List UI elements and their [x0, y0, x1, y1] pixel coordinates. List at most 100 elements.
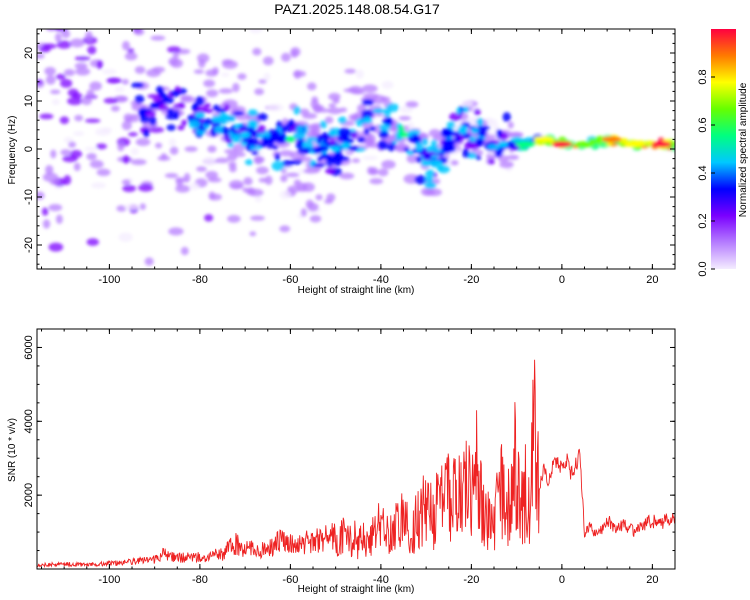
spectrogram-blob	[221, 72, 230, 77]
spectrogram-y-tick-label: 10	[23, 95, 35, 107]
spectrogram-blob	[84, 118, 101, 123]
spectrogram-ridge-blob	[369, 126, 377, 132]
spectrogram-blob	[249, 231, 257, 237]
spectrogram-blob	[361, 84, 378, 93]
spectrogram-blob	[232, 82, 240, 93]
snr-series-line	[37, 359, 675, 569]
spectrogram-ridge-blob	[442, 129, 452, 138]
spectrogram-blob	[405, 101, 419, 108]
spectrogram-ridge-blob	[496, 129, 502, 137]
spectrogram-ridge-blob	[487, 143, 501, 151]
spectrogram-blob	[293, 69, 302, 79]
spectrogram-blob	[228, 179, 244, 190]
spectrogram-blob	[74, 62, 88, 70]
spectrogram-peak	[285, 136, 296, 143]
spectrogram-blob	[38, 7, 52, 17]
spectrogram-blob	[196, 166, 207, 172]
spectrogram-ridge-blob	[329, 139, 337, 145]
spectrogram-blob	[89, 14, 101, 23]
spectrogram-ridge-blob	[463, 142, 475, 149]
spectrogram-peak	[651, 141, 672, 148]
spectrogram-ridge-blob	[173, 103, 181, 108]
spectrogram-blob	[152, 66, 166, 73]
spectrogram-ridge-blob	[508, 145, 517, 150]
spectrogram-blob	[407, 121, 415, 131]
spectrogram-ridge-blob	[247, 109, 259, 117]
spectrogram-blob	[85, 31, 93, 41]
snr-y-tick-label: 2000	[23, 483, 35, 507]
spectrogram-blob	[127, 48, 135, 54]
spectrogram-ridge-blob	[475, 125, 488, 136]
spectrogram-blob	[432, 134, 446, 142]
spectrogram-ridge-blob	[134, 94, 145, 104]
spectrogram-blob	[110, 105, 120, 112]
spectrogram-blob	[362, 155, 378, 161]
spectrogram-ridge-blob	[336, 133, 348, 142]
spectrogram-blob	[348, 85, 363, 94]
spectrogram-blob	[461, 100, 474, 107]
snr-x-tick-label: 20	[646, 574, 658, 586]
spectrogram-blob	[122, 40, 130, 51]
spectrogram-blob	[215, 157, 230, 164]
spectrogram-blob	[144, 257, 154, 266]
spectrogram-blob	[198, 58, 206, 68]
spectrogram-ridge-blob	[273, 128, 279, 136]
snr-y-ticks: 2000 4000 6000	[23, 328, 675, 570]
snr-x-tick-label: -80	[192, 574, 208, 586]
spectrogram-blob	[42, 172, 59, 182]
spectrogram-blob	[290, 47, 301, 57]
spectrogram-blob	[218, 88, 233, 94]
spectrogram-blob	[91, 182, 106, 189]
spectrogram-blob	[135, 138, 151, 147]
spectrogram-blob	[55, 214, 63, 224]
spectrogram-ridge-blob	[192, 102, 198, 112]
spectrogram-blob	[37, 53, 45, 59]
spectrogram-blob	[84, 146, 98, 152]
spectrogram-blob	[86, 238, 100, 246]
spectrogram-y-tick-label: 0	[23, 146, 35, 152]
spectrogram-y-tick-label: -10	[23, 189, 35, 205]
spectrogram-ridge-blob	[426, 145, 434, 153]
spectrogram-blob	[307, 82, 317, 91]
spectrogram-ridge-blob	[312, 163, 326, 168]
spectrogram-peak	[398, 131, 409, 138]
spectrogram-ridge-blob	[306, 136, 319, 142]
spectrogram-ridge-blob	[456, 107, 462, 115]
spectrogram-blob	[164, 173, 179, 179]
spectrogram-blob	[180, 94, 193, 101]
spectrogram-peak	[551, 141, 572, 148]
spectrogram-ridge-blob	[268, 129, 275, 135]
spectrogram-ridge-blob	[414, 175, 427, 185]
spectrogram-blob	[86, 89, 95, 99]
spectrogram-ridge-blob	[558, 136, 567, 142]
spectrogram-ridge-blob	[203, 102, 211, 109]
spectrogram-ridge-blob	[320, 132, 330, 142]
colorbar-ticks: 0.0 0.2 0.4 0.6 0.8	[697, 69, 715, 277]
spectrogram-blob	[71, 92, 83, 99]
spectrogram-ridge-blob	[442, 138, 456, 147]
spectrogram-ridge-blob	[256, 124, 266, 134]
spectrogram-ridge-blob	[276, 135, 288, 141]
spectrogram-ridge-blob	[488, 158, 495, 165]
snr-x-tick-label: -40	[373, 574, 389, 586]
spectrogram-blob	[492, 123, 499, 132]
spectrogram-blob	[59, 116, 70, 125]
spectrogram-blob	[67, 97, 83, 106]
spectrogram-x-tick-label: -20	[463, 274, 479, 286]
spectrogram-blob	[51, 98, 60, 106]
spectrogram-peak	[149, 102, 160, 109]
spectrogram-ridge-blob	[166, 108, 175, 115]
snr-panel: -100 -80 -60 -40 -20 0 20 2000 4000 6000 Height …	[7, 328, 676, 595]
spectrogram-ridge-blob	[510, 137, 518, 142]
snr-plot-area	[37, 329, 675, 569]
spectrogram-ridge-blob	[195, 96, 205, 106]
spectrogram-ridge-blob	[257, 113, 268, 121]
spectrogram-ridge-blob	[424, 176, 434, 183]
spectrogram-ridge-blob	[350, 131, 358, 139]
spectrogram-ridge-blob	[313, 146, 323, 154]
spectrogram-ridge-blob	[355, 118, 364, 127]
spectrogram-blob	[316, 108, 331, 113]
spectrogram-blob	[299, 108, 310, 116]
spectrogram-blob	[144, 21, 155, 27]
spectrogram-blob	[96, 168, 111, 177]
